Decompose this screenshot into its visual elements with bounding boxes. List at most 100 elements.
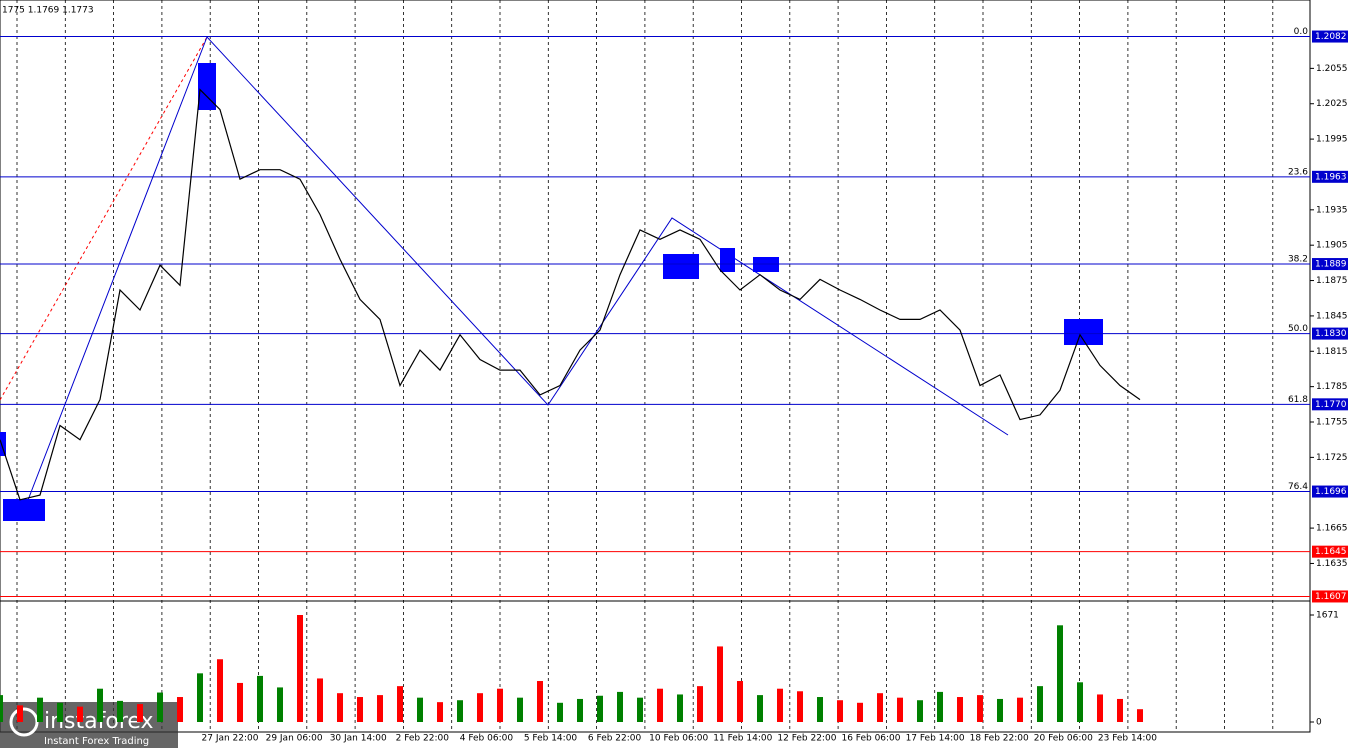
level-price-box (1312, 398, 1348, 411)
volume-bar (77, 706, 83, 722)
volume-bar (317, 678, 323, 722)
marker-box (720, 248, 735, 272)
volume-bar (97, 688, 103, 722)
volume-bar (537, 681, 543, 722)
volume-bar (397, 686, 403, 722)
level-price-box (1312, 170, 1348, 183)
x-tick-label: 17 Feb 14:00 (906, 734, 965, 744)
y-tick-label: 1.1845 (1316, 311, 1348, 321)
volume-bar (1017, 697, 1023, 722)
volume-bar (1077, 682, 1083, 722)
volume-bar (337, 693, 343, 722)
x-tick-label: 2 Feb 22:00 (396, 734, 450, 744)
level-price-label: 1.1963 (1315, 172, 1347, 182)
volume-bar (1117, 698, 1123, 722)
level-price-box (1312, 258, 1348, 271)
volume-bar (37, 697, 43, 722)
marker-box (3, 499, 45, 521)
volume-bar (1097, 694, 1103, 722)
volume-bar (137, 704, 143, 722)
level-price-label: 1.2082 (1315, 32, 1347, 42)
logo: instaforex Instant Forex Trading (0, 702, 178, 748)
volume-bar (657, 688, 663, 722)
time-grid (16, 0, 1274, 732)
volume-bar (237, 682, 243, 722)
level-pct: 0.0 (1294, 27, 1309, 37)
level-pct: 23.6 (1288, 167, 1308, 177)
volume-bar (977, 695, 983, 722)
x-tick-label: 5 Feb 14:00 (524, 734, 578, 744)
y-tick-label: 1.1725 (1316, 453, 1348, 463)
volume-bar (1037, 686, 1043, 722)
y-tick-label: 1.2055 (1316, 64, 1348, 74)
volume-bar (597, 695, 603, 722)
volume-bar (57, 702, 63, 722)
fib-anchor-line (0, 36, 208, 401)
logo-tagline: Instant Forex Trading (44, 736, 149, 747)
y-tick-label: 1.1785 (1316, 382, 1348, 392)
x-tick-label: 23 Feb 14:00 (1098, 734, 1157, 744)
y-tick-label: 1.2025 (1316, 99, 1348, 109)
volume-bar (677, 694, 683, 722)
volume-bar (697, 686, 703, 722)
volume-bar (437, 702, 443, 722)
volume-bar (557, 702, 563, 722)
level-price-box (1312, 327, 1348, 340)
volume-bar (757, 695, 763, 722)
volume-bar (937, 691, 943, 722)
marker-box (198, 63, 216, 110)
volume-bar (737, 681, 743, 722)
marker-box (663, 254, 699, 279)
volume-bar (797, 691, 803, 722)
x-tick-label: 10 Feb 06:00 (649, 734, 708, 744)
volume-tick-label: 1671 (1316, 611, 1339, 621)
volume-bar (297, 615, 303, 722)
x-tick-label: 29 Jan 06:00 (266, 734, 323, 744)
x-tick-label: 18 Feb 22:00 (970, 734, 1029, 744)
volume-bar (837, 700, 843, 722)
volume-bar (277, 687, 283, 722)
plot-frame (0, 0, 1311, 733)
x-tick-label: 27 Jan 22:00 (202, 734, 259, 744)
level-price-box (1312, 30, 1348, 43)
volume-bar (197, 673, 203, 722)
level-pct: 76.4 (1288, 482, 1308, 492)
volume-bar (917, 700, 923, 722)
volume-bar (857, 702, 863, 722)
y-tick-label: 1.1905 (1316, 241, 1348, 251)
volume-tick-label: 0 (1316, 718, 1322, 728)
volume-bar (517, 697, 523, 722)
level-price-label: 1.1889 (1315, 260, 1347, 270)
volume-bar (177, 697, 183, 722)
volume-bar (617, 691, 623, 722)
volume-bar (1057, 625, 1063, 722)
y-tick-label: 1.1635 (1316, 559, 1348, 569)
volume-bar (577, 698, 583, 722)
marker-box (0, 432, 6, 456)
header-ohlc: 1775 1.1769 1.1773 (2, 6, 94, 16)
x-tick-label: 11 Feb 14:00 (713, 734, 772, 744)
level-price-box (1312, 590, 1348, 603)
volume-bar (0, 695, 3, 722)
volume-bar (17, 705, 23, 722)
volume-bar (497, 688, 503, 722)
x-tick-label: 30 Jan 14:00 (330, 734, 387, 744)
level-pct: 50.0 (1288, 324, 1308, 334)
x-tick-label: 16 Feb 06:00 (841, 734, 900, 744)
y-tick-label: 1.1875 (1316, 276, 1348, 286)
volume-bar (717, 646, 723, 722)
volume-bar (1137, 709, 1143, 722)
zigzag-line (27, 36, 1009, 501)
y-tick-label: 1.1995 (1316, 135, 1348, 145)
volume-bar (257, 675, 263, 722)
level-price-label: 1.1645 (1315, 547, 1347, 557)
volume-bar (477, 693, 483, 722)
volume-bar (897, 697, 903, 722)
y-tick-label: 1.1935 (1316, 205, 1348, 215)
x-tick-label: 4 Feb 06:00 (460, 734, 514, 744)
y-tick-label: 1.1665 (1316, 524, 1348, 534)
level-pct: 38.2 (1288, 255, 1308, 265)
level-pct: 61.8 (1288, 395, 1308, 405)
